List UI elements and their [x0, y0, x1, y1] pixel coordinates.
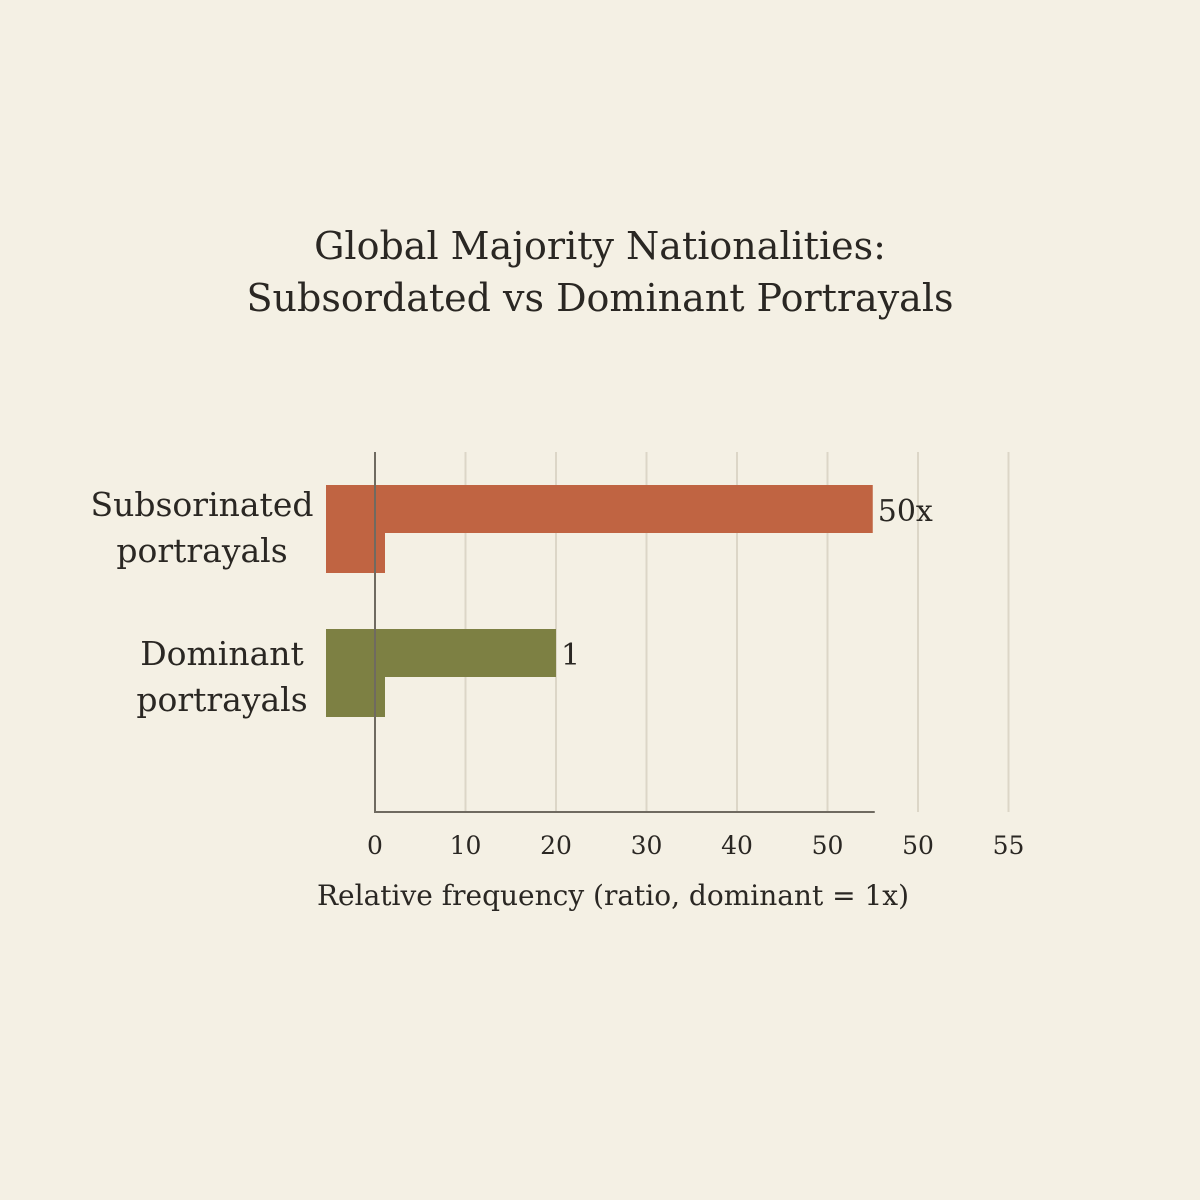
x-tick-label-7: 55: [993, 831, 1025, 860]
category-label-subordinated-line-2: portrayals: [116, 531, 288, 570]
x-tick-label-2: 20: [540, 831, 572, 860]
data-label-0: 50x: [878, 494, 933, 529]
x-tick-label-1: 10: [450, 831, 482, 860]
x-tick-label-5: 50: [812, 831, 844, 860]
x-axis-label: Relative frequency (ratio, dominant = 1x…: [316, 879, 910, 912]
category-label-dominant-line-2: portrayals: [136, 680, 308, 719]
x-tick-label-3: 30: [631, 831, 663, 860]
bar-stub-1: [326, 629, 385, 717]
category-label-subordinated-line-1: Subsorinated: [90, 485, 314, 524]
bar-stub-0: [326, 485, 385, 573]
x-tick-label-6: 50: [902, 831, 934, 860]
x-tick-label-4: 40: [721, 831, 753, 860]
chart-title-line-1: Global Majority Nationalities:: [314, 224, 886, 268]
category-label-dominant-line-1: Dominant: [140, 634, 304, 673]
data-label-1: 1: [561, 638, 580, 673]
chart-title-line-2: Subsordated vs Dominant Portrayals: [246, 276, 954, 320]
x-tick-label-0: 0: [367, 831, 383, 860]
category-label-subordinated: Subsorinated portrayals: [52, 482, 352, 574]
bar-0: [326, 485, 873, 533]
category-label-dominant: Dominant portrayals: [72, 631, 372, 723]
